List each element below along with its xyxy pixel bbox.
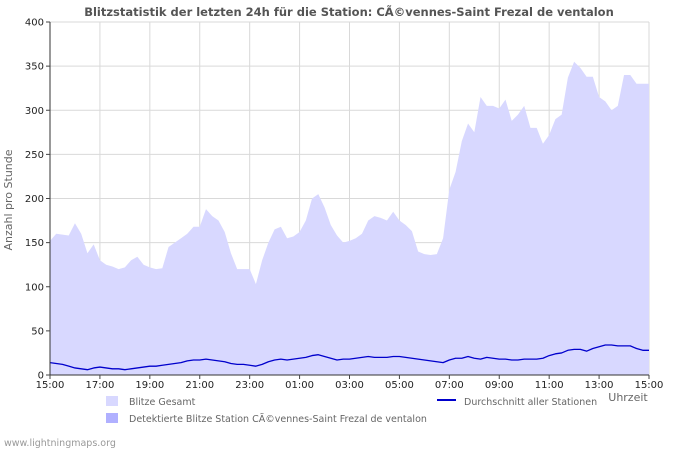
x-tick-label: 13:00 — [585, 380, 614, 391]
x-tick-label: 11:00 — [535, 380, 564, 391]
x-tick-label: 03:00 — [335, 380, 364, 391]
x-tick-label: 15:00 — [36, 380, 65, 391]
plot-series — [49, 61, 649, 376]
source-footer: www.lightningmaps.org — [4, 438, 116, 449]
y-tick-label: 150 — [25, 238, 44, 249]
x-tick-label: 07:00 — [435, 380, 464, 391]
x-tick-label: 15:00 — [635, 380, 664, 391]
x-tick-label: 19:00 — [135, 380, 164, 391]
y-tick-label: 350 — [25, 62, 44, 73]
legend-label-average: Durchschnitt aller Stationen — [464, 397, 597, 408]
x-tick-label: 23:00 — [235, 380, 264, 391]
chart-title: Blitzstatistik der letzten 24h für die S… — [84, 4, 614, 19]
y-tick-label: 300 — [25, 106, 44, 117]
series-area-0 — [50, 61, 649, 376]
x-tick-label: 05:00 — [385, 380, 414, 391]
y-tick-label: 250 — [25, 150, 44, 161]
y-axis-label: Anzahl pro Stunde — [2, 149, 15, 250]
x-ticks: 15:00 17:00 19:00 21:00 23:00 01:00 03:00 05:00… — [36, 375, 664, 391]
x-tick-label: 01:00 — [285, 380, 314, 391]
y-tick-label: 100 — [25, 282, 44, 293]
x-axis-label: Uhrzeit — [608, 391, 648, 404]
legend-swatch-total — [106, 396, 118, 406]
legend: Blitze Gesamt Detektierte Blitze Station… — [106, 396, 597, 425]
legend-label-station: Detektierte Blitze Station CÃ©vennes-Sai… — [129, 414, 427, 425]
y-ticks: 0 50 100 150 200 250 300 350 400 — [25, 18, 50, 382]
y-tick-label: 50 — [31, 326, 44, 337]
y-tick-label: 400 — [25, 18, 44, 29]
legend-label-total: Blitze Gesamt — [129, 397, 196, 408]
x-tick-label: 17:00 — [86, 380, 115, 391]
y-tick-label: 200 — [25, 194, 44, 205]
y-tick-label: 0 — [38, 371, 44, 382]
legend-swatch-station — [106, 413, 118, 423]
x-tick-label: 09:00 — [485, 380, 514, 391]
series-line-average — [49, 344, 649, 371]
x-tick-label: 21:00 — [185, 380, 214, 391]
